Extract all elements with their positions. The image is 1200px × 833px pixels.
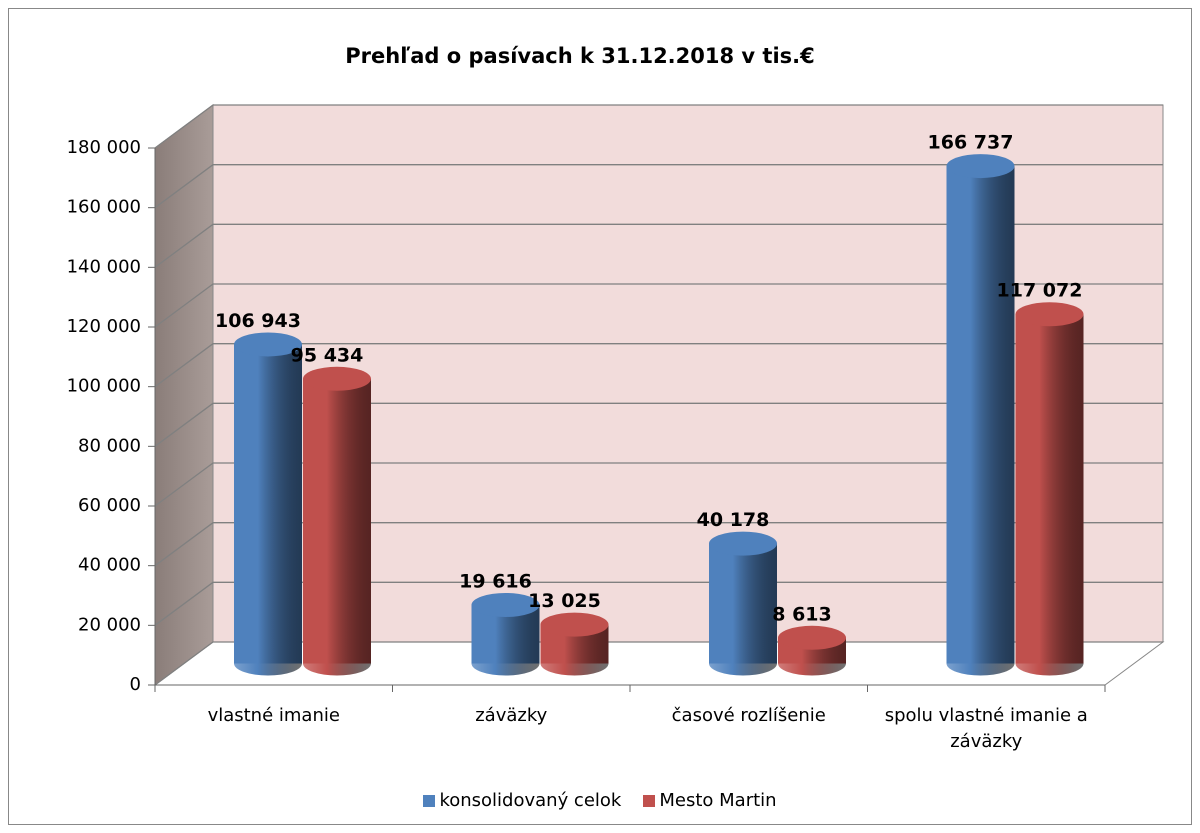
grid-line	[154, 402, 1163, 447]
grid-line	[154, 522, 1163, 567]
bar-side	[540, 624, 609, 676]
legend-item: Mesto Martin	[643, 790, 777, 811]
legend-item: konsolidovaný celok	[423, 790, 621, 811]
x-tick-label: vlastné imanie	[207, 705, 340, 726]
data-label: 117 072	[997, 280, 1083, 302]
bar-side	[303, 378, 371, 676]
legend-label: Mesto Martin	[659, 790, 777, 811]
y-tick-label: 20 000	[78, 614, 141, 635]
bar-top	[303, 366, 371, 391]
bar	[778, 625, 846, 676]
bar	[1015, 302, 1084, 676]
chart-title: Prehľad o pasívach k 31.12.2018 v tis.€	[345, 44, 815, 68]
bar	[946, 154, 1015, 676]
bar	[303, 366, 371, 676]
grid-line	[154, 223, 1163, 268]
y-tick-label: 0	[130, 674, 141, 695]
bar-top	[946, 154, 1015, 179]
data-label: 166 737	[928, 132, 1014, 154]
grid-line	[154, 581, 1163, 626]
bar-top	[1015, 302, 1084, 327]
y-tick-label: 140 000	[67, 256, 141, 277]
y-tick-label: 160 000	[67, 197, 141, 218]
grid-line	[154, 343, 1163, 388]
bar-top	[234, 332, 302, 357]
bar-side	[471, 604, 540, 676]
bar-top	[471, 592, 540, 617]
y-tick-label: 100 000	[67, 376, 141, 397]
data-label: 13 025	[528, 590, 601, 612]
grid-line	[154, 164, 1163, 209]
x-tick-label: časové rozlíšenie	[671, 705, 826, 726]
bar-top	[778, 625, 846, 650]
data-label: 40 178	[697, 509, 770, 531]
grid-line	[154, 283, 1163, 328]
bar-side	[946, 166, 1015, 676]
grid-line	[154, 641, 1163, 686]
grid-line	[154, 104, 1163, 149]
data-label: 106 943	[215, 310, 301, 332]
bar	[709, 531, 777, 676]
data-label: 95 434	[291, 344, 364, 366]
legend-swatch	[423, 794, 436, 807]
y-tick-label: 40 000	[78, 555, 141, 576]
y-tick-label: 120 000	[67, 316, 141, 337]
bar-side	[234, 344, 302, 676]
x-tick-label: záväzky	[475, 705, 548, 726]
legend-label: konsolidovaný celok	[439, 790, 622, 811]
side-wall	[154, 104, 214, 686]
bar	[540, 612, 609, 676]
data-label: 19 616	[459, 570, 532, 592]
data-label: 8 613	[772, 603, 832, 625]
bar	[471, 592, 540, 676]
x-tick-label: spolu vlastné imanie a záväzky	[884, 705, 1088, 752]
bar-top	[540, 612, 609, 637]
bar	[234, 332, 302, 676]
bar-side	[709, 543, 777, 676]
bar-top	[709, 531, 777, 556]
legend-swatch	[643, 794, 656, 807]
y-tick-label: 80 000	[78, 435, 141, 456]
grid-line	[154, 462, 1163, 507]
y-tick-label: 60 000	[78, 495, 141, 516]
bar-side	[1015, 314, 1084, 676]
y-tick-label: 180 000	[67, 137, 141, 158]
legend: konsolidovaný celok Mesto Martin	[0, 790, 1200, 811]
